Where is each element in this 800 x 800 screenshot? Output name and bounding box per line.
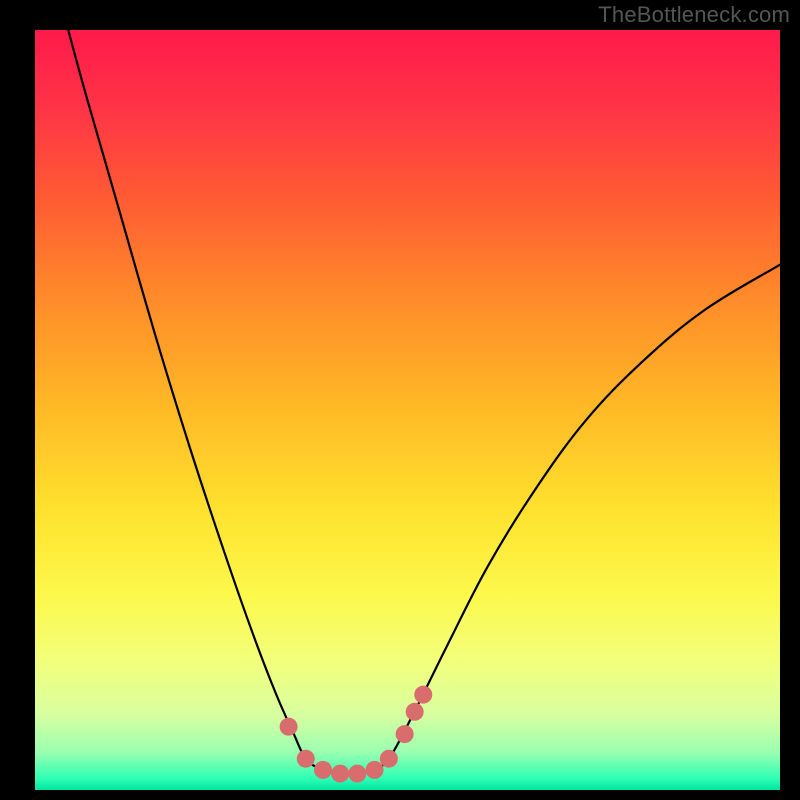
curve-marker	[314, 761, 332, 779]
curve-marker	[380, 750, 398, 768]
watermark-text: TheBottleneck.com	[598, 2, 790, 28]
plot-area	[35, 30, 780, 790]
chart-root: TheBottleneck.com	[0, 0, 800, 800]
curve-marker	[414, 686, 432, 704]
curve-marker	[297, 750, 315, 768]
curve-marker	[366, 761, 384, 779]
curve-marker	[406, 703, 424, 721]
curve-marker	[348, 765, 366, 783]
curve-marker	[280, 718, 298, 736]
curve-marker	[331, 765, 349, 783]
chart-svg	[0, 0, 800, 800]
curve-marker	[396, 725, 414, 743]
